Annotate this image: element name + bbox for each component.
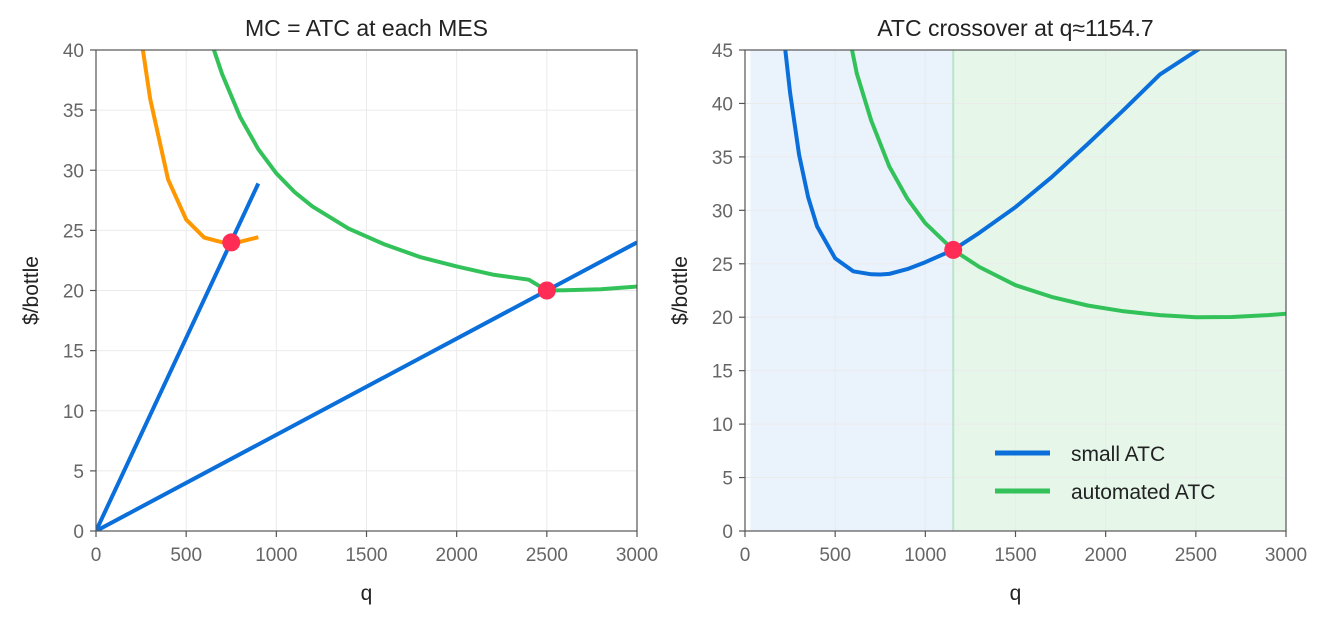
shaded-region-0 bbox=[750, 50, 954, 531]
y-tick-label-5: 25 bbox=[63, 221, 84, 242]
x-tick-label-4: 2000 bbox=[1085, 545, 1127, 566]
legend: small ATC automated ATC bbox=[995, 443, 1215, 504]
y-tick-label-9: 45 bbox=[712, 41, 733, 62]
series-line-1 bbox=[850, 50, 1286, 320]
x-tick-label-0: 0 bbox=[91, 545, 102, 566]
mes-point-0 bbox=[944, 240, 963, 259]
mes-point-1 bbox=[537, 281, 556, 300]
y-axis-label: $/bottle bbox=[669, 256, 692, 325]
x-tick-label-1: 500 bbox=[170, 545, 202, 566]
legend-label-1: automated ATC bbox=[1071, 481, 1215, 504]
y-tick-label-6: 30 bbox=[712, 201, 733, 222]
x-tick-label-5: 2500 bbox=[1175, 545, 1217, 566]
chart-right: 0 500 1000 1500 2000 2500 3000 0 5 10 15 20 25 30 35 40… bbox=[669, 15, 1307, 605]
x-axis-label: q bbox=[1010, 582, 1022, 605]
y-tick-label-0: 0 bbox=[73, 522, 84, 543]
y-tick-label-2: 10 bbox=[712, 415, 733, 436]
y-tick-label-1: 5 bbox=[722, 469, 733, 490]
x-tick-label-2: 1000 bbox=[255, 545, 297, 566]
x-tick-label-6: 3000 bbox=[616, 545, 658, 566]
x-tick-label-6: 3000 bbox=[1265, 545, 1307, 566]
y-tick-label-2: 10 bbox=[63, 402, 84, 423]
y-tick-label-3: 15 bbox=[63, 342, 84, 363]
x-tick-label-2: 1000 bbox=[904, 545, 946, 566]
y-tick-label-8: 40 bbox=[63, 41, 84, 62]
y-tick-label-4: 20 bbox=[712, 308, 733, 329]
y-tick-label-0: 0 bbox=[722, 522, 733, 543]
x-tick-label-0: 0 bbox=[740, 545, 751, 566]
legend-label-0: small ATC bbox=[1071, 443, 1165, 466]
x-tick-label-3: 1500 bbox=[994, 545, 1036, 566]
y-tick-label-7: 35 bbox=[63, 101, 84, 122]
x-tick-label-1: 500 bbox=[819, 545, 851, 566]
chart-title: MC = ATC at each MES bbox=[245, 15, 488, 41]
x-tick-label-5: 2500 bbox=[526, 545, 568, 566]
mes-point-0 bbox=[222, 233, 241, 252]
x-tick-label-4: 2000 bbox=[436, 545, 478, 566]
y-axis-label: $/bottle bbox=[20, 256, 43, 325]
y-tick-label-8: 40 bbox=[712, 94, 733, 115]
x-tick-label-3: 1500 bbox=[345, 545, 387, 566]
y-tick-label-5: 25 bbox=[712, 255, 733, 276]
y-tick-label-1: 5 bbox=[73, 462, 84, 483]
y-tick-label-4: 20 bbox=[63, 282, 84, 303]
x-axis-label: q bbox=[361, 582, 373, 605]
series-line-0 bbox=[783, 50, 1202, 277]
y-tick-label-6: 30 bbox=[63, 161, 84, 182]
chart-title: ATC crossover at q≈1154.7 bbox=[877, 15, 1153, 41]
series-line-0 bbox=[140, 50, 259, 245]
chart-left: 0 500 1000 1500 2000 2500 3000 0 5 10 15 20 25 30 35 40… bbox=[20, 15, 658, 605]
y-tick-label-7: 35 bbox=[712, 148, 733, 169]
y-tick-label-3: 15 bbox=[712, 362, 733, 383]
